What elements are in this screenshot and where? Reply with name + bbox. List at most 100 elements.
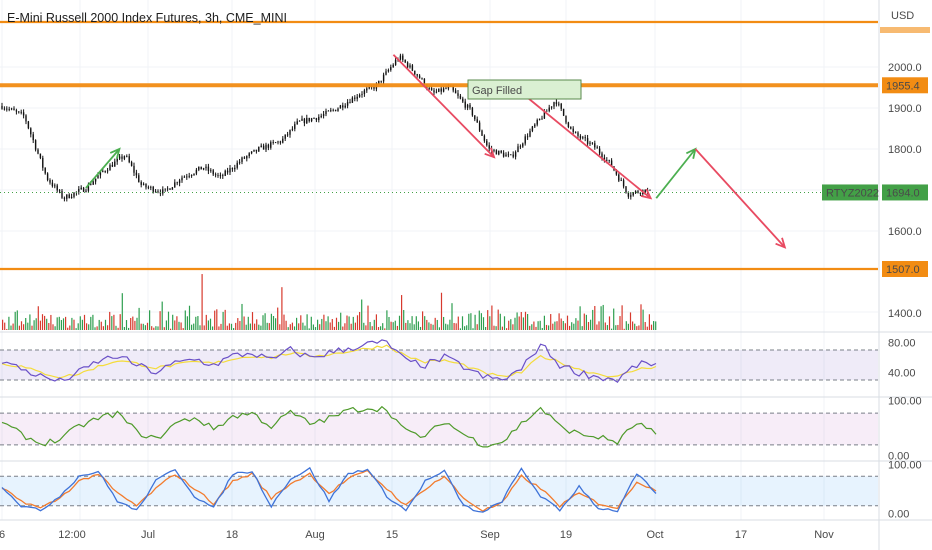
candle-body [356,96,358,99]
candle-body [152,186,154,192]
level-label-1955-bg [882,77,928,94]
candle-body [241,157,243,162]
candle-body [262,145,265,150]
volume-bar-up [468,313,470,330]
volume-bar-down [291,322,293,330]
volume-bar-up [62,318,65,330]
candle-body [598,148,601,154]
volume-bar-up [459,328,461,330]
chart-title: E-Mini Russell 2000 Index Futures, 3h, C… [7,11,287,25]
price-tick-label: 2000.0 [888,62,922,74]
candle-body [282,138,284,143]
candle-body [493,150,495,151]
volume-bar-up [46,318,48,330]
volume-bar-up [573,323,575,330]
volume-bar-down [203,325,205,330]
candle-body [483,135,486,141]
volume-bar-up [382,323,384,330]
candle-body [572,128,574,132]
candle-body [140,182,142,185]
volume-bar-down [491,305,493,330]
volume-bar-down [640,304,642,330]
candle-body [291,128,294,130]
candle-body [406,62,409,68]
candle-body [303,118,306,124]
candle-body [8,109,10,110]
volume-bar-up [447,324,449,330]
candle-body [133,165,135,173]
volume-bar-up [592,309,594,330]
volume-bar-up [35,318,37,330]
trend-arrow-5 [694,148,787,249]
candle-body [126,156,128,157]
candle-body [286,134,289,136]
candle-body [582,137,584,139]
volume-bar-down [180,322,182,330]
candle-body [505,154,507,157]
volume-bar-down [109,311,111,330]
candle-body [373,86,375,89]
candle-body [78,188,80,192]
volume-bar-up [60,320,62,330]
candle-body [42,157,44,168]
candle-body [284,134,286,139]
volume-bar-down [583,313,585,330]
candle-body [272,142,274,143]
volume-bar-up [554,321,556,330]
volume-bar-down [132,316,134,330]
candle-body [337,108,339,112]
volume-bar-down [300,315,302,330]
candle-body [104,171,106,172]
volume-bar-up [392,322,394,330]
oscillator-tick-label: 100.00 [888,396,922,408]
volume-bar-down [556,321,558,330]
candle-body [428,88,430,89]
candle-body [358,94,361,97]
candle-body [445,88,447,90]
volume-bar-down [405,322,407,330]
volume-bar-up [419,326,422,330]
candle-body [627,192,630,197]
candle-body [82,187,85,192]
trend-arrow-2-head [484,147,496,159]
volume-bar-up [314,327,317,330]
volume-bar-up [264,313,266,330]
volume-bar-up [230,323,233,330]
volume-bar-down [577,320,579,330]
volume-bar-down [214,310,216,330]
time-tick-label: Jul [141,529,155,541]
candle-body [330,109,332,111]
candle-body [63,197,66,199]
volume-bar-down [552,323,554,330]
volume-bar-down [390,321,392,330]
candle-body [270,142,272,148]
volume-bar-up [79,316,81,330]
volume-bar-up [10,325,12,330]
candle-body [123,156,126,159]
volume-bar-up [541,327,543,330]
volume-bar-down [508,320,510,330]
volume-bar-up [71,317,73,330]
time-tick-label: Aug [305,529,325,541]
candle-body [394,59,397,65]
candle-body [128,156,130,163]
candle-body [106,170,109,172]
candle-body [306,117,308,124]
candle-body [584,137,586,139]
last-price-tag: 1694.0 [882,184,928,201]
candle-body [418,75,421,79]
volume-bar-up [443,316,445,330]
candle-body [1,105,3,109]
candle-body [54,185,56,187]
volume-bar-up [260,325,262,330]
candle-body [289,129,291,135]
volume-bar-up [14,311,16,330]
candle-body [630,195,632,197]
level-label-top [880,27,930,33]
volume-bar-up [58,316,60,330]
candle-body [351,97,354,103]
volume-bar-down [6,328,8,330]
volume-bar-down [159,311,161,330]
candle-body [385,71,387,75]
